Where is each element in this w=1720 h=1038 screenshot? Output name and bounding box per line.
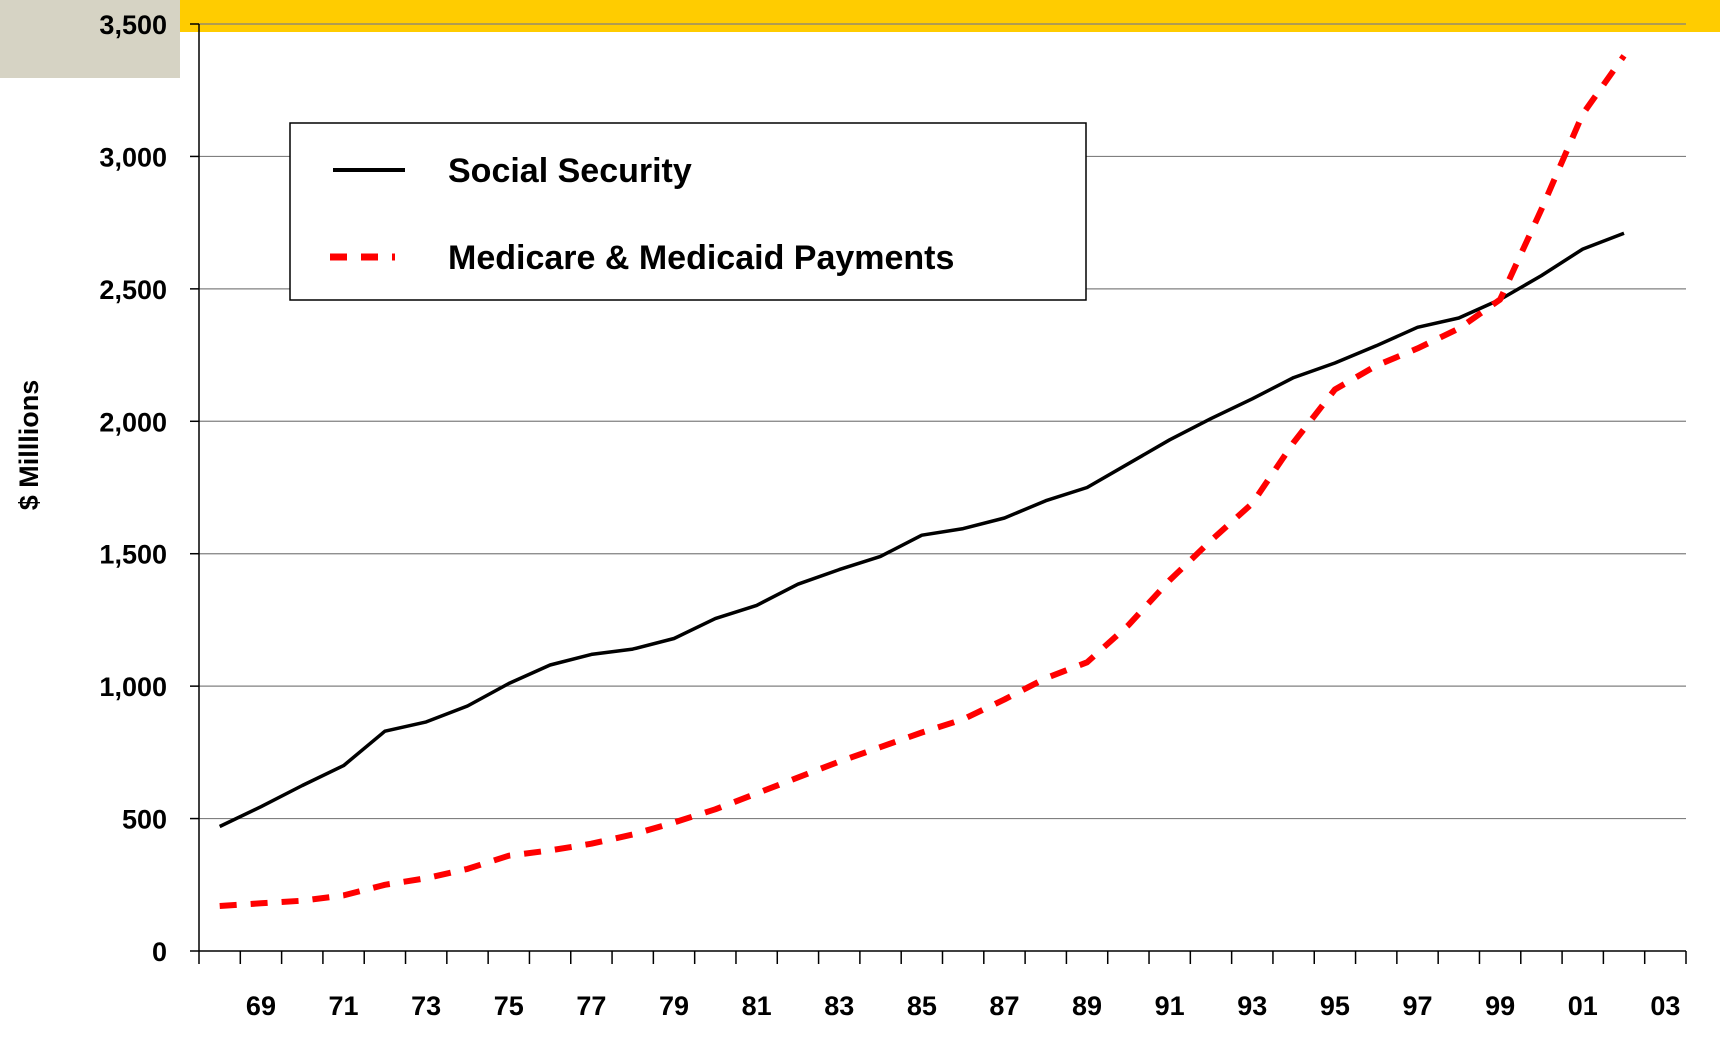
y-tick-label: 500 bbox=[122, 805, 167, 835]
y-tick-label: 2,500 bbox=[99, 275, 167, 305]
legend-label-medicare-medicaid: Medicare & Medicaid Payments bbox=[448, 239, 954, 277]
x-tick-label: 95 bbox=[1320, 991, 1350, 1021]
y-tick-label: 0 bbox=[152, 937, 167, 967]
x-tick-label: 73 bbox=[411, 991, 441, 1021]
y-tick-label: 1,500 bbox=[99, 540, 167, 570]
line-social-security bbox=[218, 231, 1625, 829]
x-tick-label: 03 bbox=[1650, 991, 1680, 1021]
y-tick-label: 3,000 bbox=[99, 142, 167, 172]
x-tick-label: 75 bbox=[494, 991, 524, 1021]
x-tick-label: 97 bbox=[1402, 991, 1432, 1021]
x-tick-label: 79 bbox=[659, 991, 689, 1021]
x-tick-label: 87 bbox=[989, 991, 1019, 1021]
x-tick-label: 93 bbox=[1237, 991, 1267, 1021]
line-medicare-medicaid bbox=[219, 54, 1627, 909]
y-tick-labels: 0 500 1,000 1,500 2,000 2,500 3,000 3,500 bbox=[99, 10, 167, 967]
x-tick-label: 77 bbox=[576, 991, 606, 1021]
x-tick-label: 99 bbox=[1485, 991, 1515, 1021]
x-tick-label: 89 bbox=[1072, 991, 1102, 1021]
legend: Social Security Medicare & Medicaid Paym… bbox=[289, 122, 1087, 301]
series-lines bbox=[218, 54, 1627, 909]
x-tick-label: 71 bbox=[329, 991, 359, 1021]
x-tick-label: 83 bbox=[824, 991, 854, 1021]
x-tick-labels: 69 71 73 75 77 79 81 83 85 87 89 91 93 95 97 99 01 03 bbox=[246, 991, 1680, 1021]
header-banner bbox=[180, 0, 1720, 32]
legend-label-social-security: Social Security bbox=[448, 152, 692, 190]
y-tick-label: 2,000 bbox=[99, 407, 167, 437]
y-tick-label: 1,000 bbox=[99, 672, 167, 702]
x-tick-label: 85 bbox=[907, 991, 937, 1021]
corner-block bbox=[0, 0, 180, 78]
x-tick-label: 69 bbox=[246, 991, 276, 1021]
y-axis-title: $ Milllions bbox=[14, 380, 44, 511]
x-tick-label: 91 bbox=[1155, 991, 1185, 1021]
x-tick-label: 01 bbox=[1568, 991, 1598, 1021]
legend-box bbox=[289, 122, 1087, 301]
x-tick-label: 81 bbox=[742, 991, 772, 1021]
axes bbox=[198, 24, 1687, 964]
y-tick-label: 3,500 bbox=[99, 10, 167, 40]
